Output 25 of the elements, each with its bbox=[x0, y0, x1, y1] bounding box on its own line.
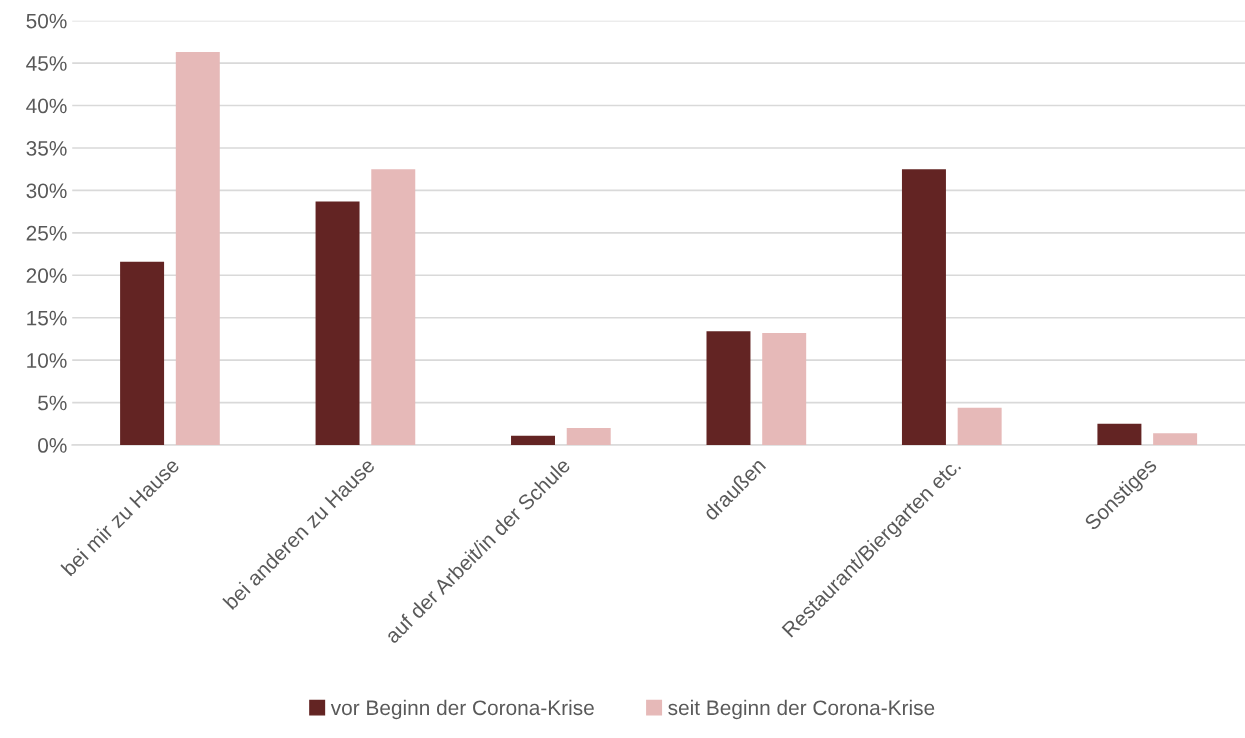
y-tick-label: 25% bbox=[26, 225, 67, 241]
y-tick-label: 20% bbox=[26, 268, 67, 284]
y-tick-label: 15% bbox=[27, 310, 67, 326]
y-tick-label: 30% bbox=[26, 183, 67, 199]
bar bbox=[1153, 433, 1198, 446]
bar bbox=[901, 169, 946, 446]
bar bbox=[371, 169, 416, 446]
y-tick-label: 35% bbox=[26, 140, 67, 156]
bar bbox=[120, 261, 165, 446]
y-tick-label: 40% bbox=[26, 98, 67, 114]
bar bbox=[566, 428, 611, 446]
bar bbox=[706, 331, 751, 446]
y-tick-label: 0% bbox=[38, 438, 67, 453]
bar bbox=[957, 407, 1002, 446]
legend-label: vor Beginn der Corona-Krise bbox=[330, 699, 594, 720]
y-tick-label: 10% bbox=[27, 353, 67, 368]
y-tick-label: 5% bbox=[38, 395, 67, 411]
y-tick-label: 50% bbox=[26, 13, 67, 29]
y-tick-label: 45% bbox=[26, 56, 67, 71]
legend-label: seit Beginn der Corona-Krise bbox=[668, 699, 935, 720]
bar bbox=[511, 435, 556, 446]
bar bbox=[1097, 423, 1142, 446]
bar bbox=[762, 332, 807, 446]
bar bbox=[315, 201, 360, 446]
bar bbox=[175, 52, 220, 446]
